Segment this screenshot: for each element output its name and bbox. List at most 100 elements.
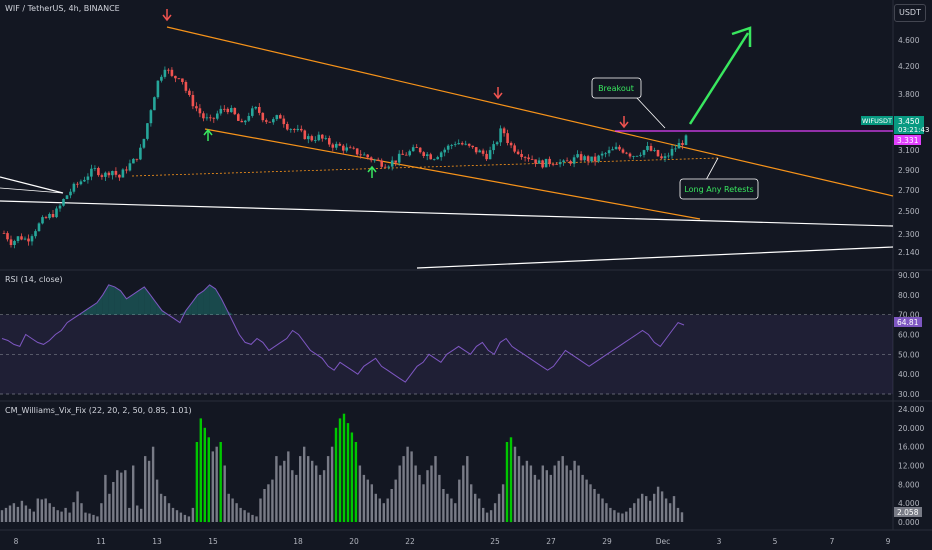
white-trendline-left[interactable]: [0, 176, 64, 194]
vix-bar[interactable]: [315, 465, 318, 523]
candle-body[interactable]: [282, 118, 286, 125]
vix-bar[interactable]: [517, 456, 521, 522]
candle-body[interactable]: [534, 159, 537, 164]
candle-body[interactable]: [205, 117, 209, 119]
breakout-projection-arrow[interactable]: [688, 32, 750, 125]
candle-body[interactable]: [146, 123, 149, 139]
vix-bar[interactable]: [76, 491, 79, 522]
vix-bar[interactable]: [271, 479, 274, 522]
vix-bar[interactable]: [275, 456, 278, 522]
candle-body[interactable]: [583, 156, 586, 161]
candle-body[interactable]: [513, 145, 516, 152]
vix-bar[interactable]: [446, 493, 449, 523]
vix-bar[interactable]: [653, 493, 656, 523]
vix-bar[interactable]: [633, 503, 636, 522]
candle-body[interactable]: [597, 155, 600, 162]
vix-bar[interactable]: [80, 503, 83, 522]
candle-body[interactable]: [394, 160, 397, 163]
candle-body[interactable]: [76, 183, 79, 185]
vix-bar[interactable]: [565, 465, 568, 523]
vix-bar[interactable]: [64, 507, 67, 522]
vix-value-badge[interactable]: 2.058: [894, 507, 922, 517]
rsi-indicator[interactable]: [0, 284, 893, 395]
vix-bar[interactable]: [72, 502, 75, 522]
vix-bar[interactable]: [374, 493, 377, 523]
candle-body[interactable]: [314, 140, 317, 141]
candle-body[interactable]: [579, 154, 583, 161]
vix-bar[interactable]: [330, 446, 334, 522]
candle-body[interactable]: [303, 130, 307, 140]
candle-body[interactable]: [20, 236, 23, 240]
vix-bar[interactable]: [561, 456, 564, 522]
candle-body[interactable]: [118, 174, 121, 178]
vix-bar[interactable]: [422, 484, 425, 522]
vix-bar[interactable]: [191, 507, 195, 522]
channel-lower-trendline[interactable]: [204, 128, 701, 220]
candle-body[interactable]: [348, 147, 352, 149]
symbol-title[interactable]: WIF / TetherUS, 4h, BINANCE: [5, 4, 120, 13]
candle-body[interactable]: [258, 107, 261, 113]
vix-bar[interactable]: [621, 513, 624, 523]
candle-body[interactable]: [663, 156, 667, 159]
last-price-badge[interactable]: WIFUSDT 3.450 03:21:43: [861, 116, 929, 134]
vix-bar[interactable]: [28, 508, 31, 522]
candle-body[interactable]: [156, 80, 160, 98]
candle-body[interactable]: [450, 145, 453, 146]
candle-body[interactable]: [506, 133, 509, 143]
candle-body[interactable]: [628, 153, 632, 157]
candle-body[interactable]: [58, 205, 62, 209]
candle-body[interactable]: [181, 78, 184, 83]
candle-body[interactable]: [83, 179, 86, 182]
candle-body[interactable]: [62, 199, 65, 206]
white-long-trendline[interactable]: [0, 200, 894, 227]
vix-bar[interactable]: [489, 510, 493, 522]
vix-bar[interactable]: [283, 460, 286, 522]
vix-bar[interactable]: [573, 460, 576, 522]
rsi-value-badge[interactable]: 64.81: [894, 317, 922, 327]
candle-body[interactable]: [457, 143, 460, 145]
vix-bar[interactable]: [549, 474, 552, 522]
candle-body[interactable]: [572, 157, 576, 164]
candle-body[interactable]: [163, 69, 167, 77]
candle-body[interactable]: [446, 145, 450, 150]
vix-bar[interactable]: [585, 479, 588, 522]
candle-body[interactable]: [681, 143, 684, 145]
candle-body[interactable]: [635, 155, 639, 157]
vix-bar[interactable]: [8, 505, 12, 523]
vix-bar[interactable]: [366, 479, 369, 522]
candle-body[interactable]: [338, 143, 342, 146]
vix-bar[interactable]: [52, 506, 55, 522]
candle-body[interactable]: [488, 150, 492, 160]
vix-bar[interactable]: [537, 479, 540, 522]
candle-body[interactable]: [37, 223, 41, 232]
vix-bar[interactable]: [307, 456, 310, 522]
channel-upper-trendline[interactable]: [166, 26, 894, 197]
candle-body[interactable]: [667, 155, 670, 157]
vix-bar[interactable]: [609, 507, 612, 522]
candle-body[interactable]: [139, 147, 142, 160]
vix-bar[interactable]: [354, 442, 358, 522]
candle-body[interactable]: [390, 160, 394, 167]
candle-body[interactable]: [478, 150, 481, 153]
candle-body[interactable]: [233, 108, 237, 115]
candle-body[interactable]: [544, 158, 548, 168]
candle-body[interactable]: [219, 108, 223, 114]
candle-body[interactable]: [355, 148, 359, 155]
candle-body[interactable]: [576, 154, 579, 158]
vix-bar[interactable]: [386, 498, 389, 523]
candle-body[interactable]: [439, 152, 443, 158]
candle-body[interactable]: [251, 108, 254, 116]
vix-bar[interactable]: [243, 510, 246, 522]
retest-callout-box[interactable]: [679, 178, 759, 200]
vix-bar[interactable]: [338, 418, 342, 522]
candle-body[interactable]: [509, 142, 513, 146]
candle-body[interactable]: [359, 154, 362, 156]
candle-body[interactable]: [27, 238, 30, 242]
vix-bar[interactable]: [151, 446, 155, 522]
candle-body[interactable]: [653, 150, 656, 151]
candle-body[interactable]: [34, 231, 37, 237]
candle-body[interactable]: [387, 166, 390, 168]
vix-bar[interactable]: [625, 511, 628, 522]
candle-body[interactable]: [114, 171, 118, 175]
vix-bar[interactable]: [163, 496, 167, 522]
